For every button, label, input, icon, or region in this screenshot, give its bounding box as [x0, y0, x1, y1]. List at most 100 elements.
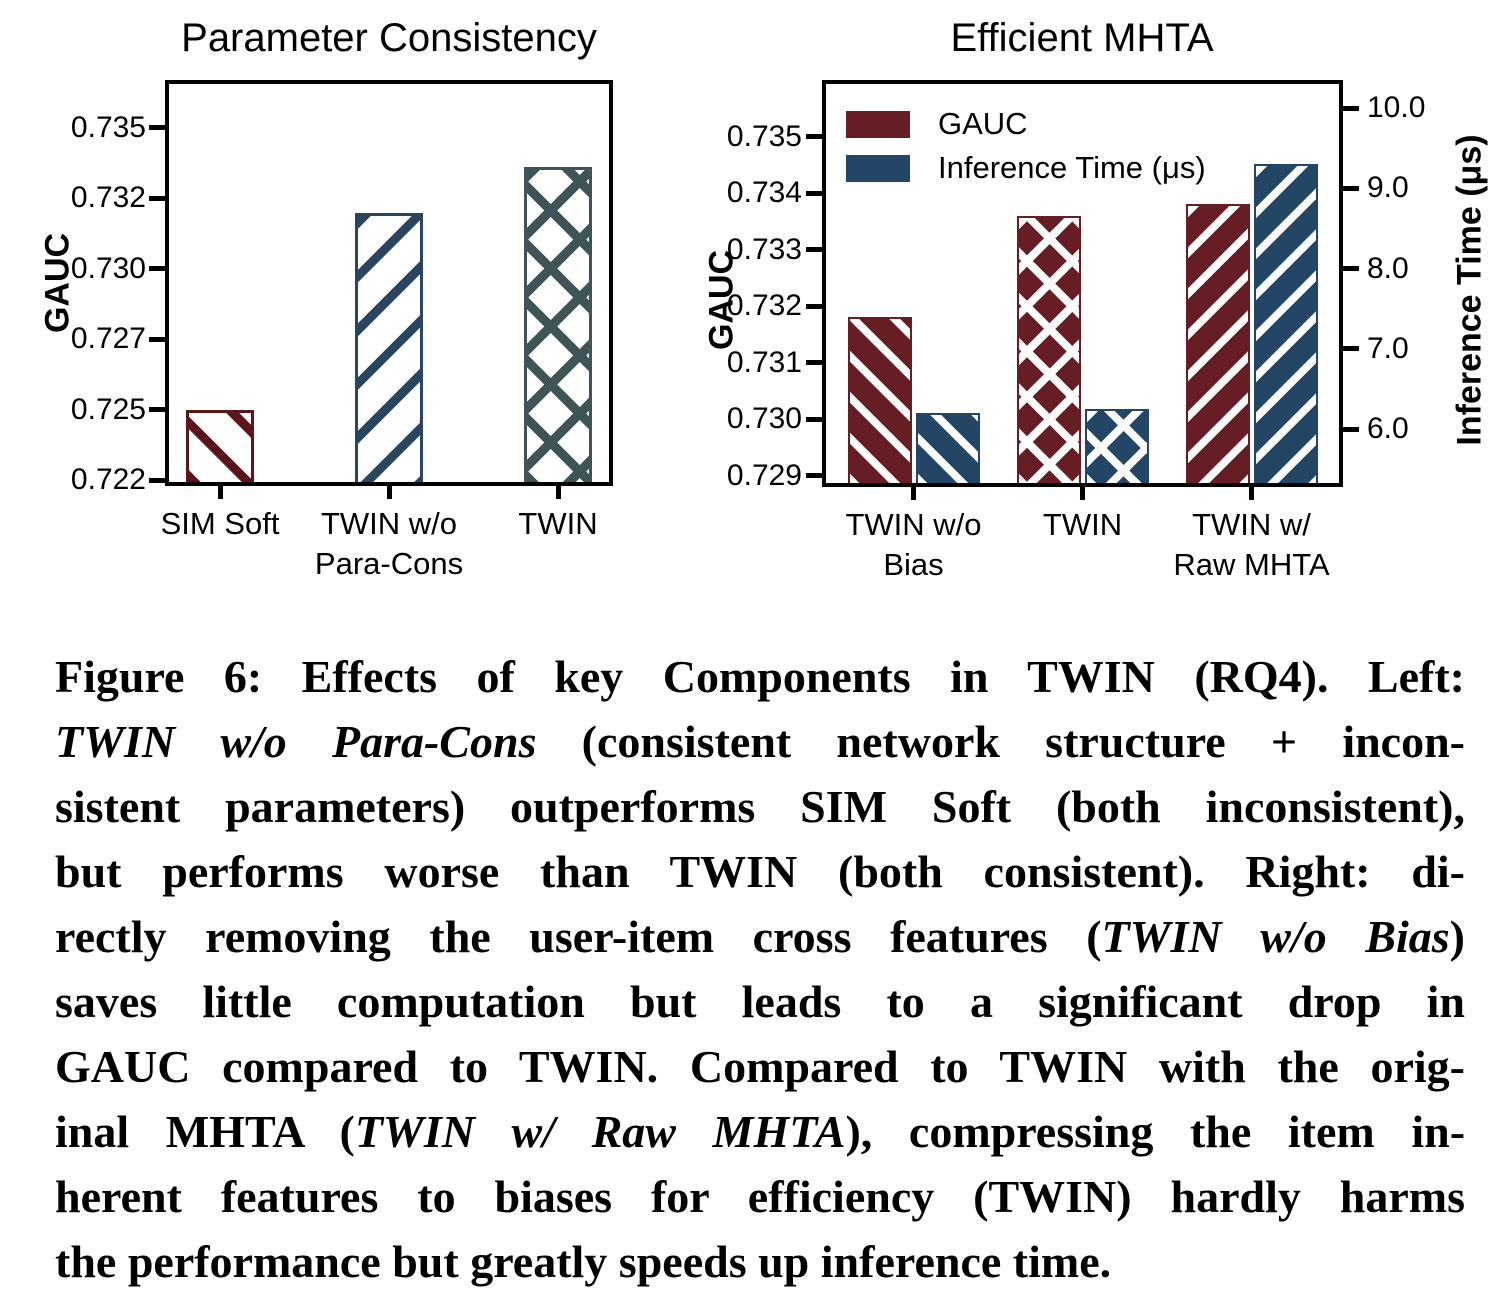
y-tick-label-right: 8.0 — [1367, 251, 1409, 285]
y-tick-mark-left — [806, 416, 822, 422]
y-tick-mark-left — [806, 190, 822, 196]
y-tick-label-left: 0.729 — [726, 458, 802, 492]
chart-title-left: Parameter Consistency — [181, 16, 597, 60]
y-tick-mark-right — [1343, 185, 1359, 191]
x-tick-mark — [217, 486, 223, 499]
legend-label-gauc: GAUC — [938, 106, 1028, 141]
x-tick-label-line: Para-Cons — [314, 546, 464, 581]
y-tick-label-left: 0.735 — [726, 119, 802, 153]
y-tick-label: 0.727 — [70, 322, 146, 356]
x-tick-label-line: Bias — [883, 547, 944, 582]
y-tick-label: 0.725 — [70, 392, 146, 426]
y-tick-label-right: 7.0 — [1367, 331, 1409, 365]
caption-segment: but performs worse than TWIN (both consi… — [55, 846, 1465, 897]
x-tick-mark — [1080, 487, 1085, 500]
figure-caption: Figure 6: Effects of key Components in T… — [55, 644, 1465, 1294]
caption-italic-segment: TWIN w/o Bias — [1101, 911, 1450, 962]
x-tick-mark — [911, 487, 916, 500]
y-tick-mark-left — [806, 134, 822, 140]
x-tick-label-line: TWIN w/ — [1192, 507, 1311, 542]
chart-title-right: Efficient MHTA — [950, 16, 1214, 60]
y-tick-mark — [149, 125, 165, 131]
y-tick-mark-left — [806, 473, 822, 479]
legend-label-inference-time: Inference Time (μs) — [938, 150, 1206, 185]
bar-gauc-group2 — [1016, 215, 1081, 487]
caption-line: but performs worse than TWIN (both consi… — [55, 839, 1465, 904]
x-tick-mark — [386, 486, 392, 499]
x-tick-label-line: TWIN w/o — [320, 506, 458, 541]
legend-swatch-gauc — [846, 110, 910, 138]
caption-line: inal MHTA (TWIN w/ Raw MHTA), compressin… — [55, 1099, 1465, 1164]
bar-inference-group3 — [1253, 164, 1318, 487]
bar-gauc-group3 — [1185, 204, 1250, 487]
x-tick-label-line: SIM Soft — [160, 506, 280, 541]
caption-line: Figure 6: Effects of key Components in T… — [55, 644, 1465, 709]
legend-item-inference-time: Inference Time (μs) — [846, 150, 1206, 186]
y-tick-label: 0.722 — [70, 463, 146, 497]
caption-italic-segment: TWIN w/ Raw MHTA — [354, 1106, 846, 1157]
y-tick-mark — [149, 195, 165, 201]
caption-segment: the performance but greatly speeds up in… — [55, 1236, 1112, 1287]
caption-italic-segment: TWIN w/o Para-Cons — [55, 716, 537, 767]
caption-line: the performance but greatly speeds up in… — [55, 1229, 1465, 1294]
y-tick-label: 0.732 — [70, 181, 146, 215]
bar-gauc-group1 — [847, 317, 912, 487]
x-tick-label: TWIN w/Raw MHTA — [1122, 505, 1382, 585]
caption-segment: saves little computation but leads to a … — [55, 976, 1465, 1027]
y-tick-mark-right — [1343, 105, 1359, 111]
y-tick-label-right: 6.0 — [1367, 412, 1409, 446]
caption-segment: ), compressing the item in- — [845, 1106, 1466, 1157]
y-tick-mark — [149, 407, 165, 413]
x-tick-label-line: TWIN — [1042, 507, 1123, 542]
caption-segment: Figure 6: Effects of key Components in T… — [55, 651, 1465, 702]
y-tick-mark-right — [1343, 346, 1359, 352]
x-tick-label-line: Raw MHTA — [1173, 547, 1330, 582]
caption-line: TWIN w/o Para-Cons (consistent network s… — [55, 709, 1465, 774]
bar-twin — [524, 167, 592, 486]
y-tick-mark-left — [806, 360, 822, 366]
x-tick-label-line: TWIN w/o — [845, 507, 982, 542]
caption-segment: rectly removing the user-item cross feat… — [55, 911, 1102, 962]
bar-inference-group1 — [915, 413, 980, 487]
y-tick-label-left: 0.734 — [726, 176, 802, 210]
y-tick-mark-left — [806, 247, 822, 253]
caption-line: saves little computation but leads to a … — [55, 969, 1465, 1034]
bar-inference-group2 — [1084, 409, 1149, 487]
y-tick-mark — [149, 336, 165, 342]
y-tick-mark-left — [806, 303, 822, 309]
bar-sim-soft — [186, 409, 254, 486]
y-tick-mark-right — [1343, 266, 1359, 272]
y-tick-label-left: 0.731 — [726, 345, 802, 379]
y-tick-label-left: 0.732 — [726, 289, 802, 323]
y-tick-mark-right — [1343, 426, 1359, 432]
x-tick-mark — [1249, 487, 1254, 500]
y-tick-label: 0.730 — [70, 251, 146, 285]
x-tick-label-line: TWIN — [518, 506, 598, 541]
y-tick-label: 0.735 — [70, 110, 146, 144]
caption-segment: GAUC compared to TWIN. Compared to TWIN … — [55, 1041, 1465, 1092]
caption-segment: inal MHTA ( — [55, 1106, 355, 1157]
caption-segment: (consistent network structure + incon- — [536, 716, 1465, 767]
x-tick-label: TWIN — [953, 505, 1213, 545]
bar-twin-w-o — [355, 212, 423, 486]
x-tick-mark — [555, 486, 561, 499]
caption-segment: ) — [1449, 911, 1465, 962]
x-tick-label: TWIN w/o Bias — [784, 505, 1044, 585]
x-tick-label: TWIN — [428, 504, 688, 544]
caption-line: GAUC compared to TWIN. Compared to TWIN … — [55, 1034, 1465, 1099]
y-tick-label-right: 10.0 — [1367, 91, 1426, 125]
caption-line: sistent parameters) outperforms SIM Soft… — [55, 774, 1465, 839]
legend-item-gauc: GAUC — [846, 106, 1028, 142]
y-tick-mark — [149, 477, 165, 483]
caption-segment: sistent parameters) outperforms SIM Soft… — [55, 781, 1465, 832]
x-tick-label: TWIN w/o Para-Cons — [259, 504, 519, 584]
legend-swatch-inference-time — [846, 154, 910, 182]
caption-line: herent features to biases for efficiency… — [55, 1164, 1465, 1229]
caption-segment: herent features to biases for efficiency… — [55, 1171, 1465, 1222]
y-tick-mark — [149, 266, 165, 272]
y-tick-label-left: 0.730 — [726, 402, 802, 436]
caption-line: rectly removing the user-item cross feat… — [55, 904, 1465, 969]
y-tick-label-right: 9.0 — [1367, 171, 1409, 205]
x-tick-label: SIM Soft — [90, 504, 350, 544]
